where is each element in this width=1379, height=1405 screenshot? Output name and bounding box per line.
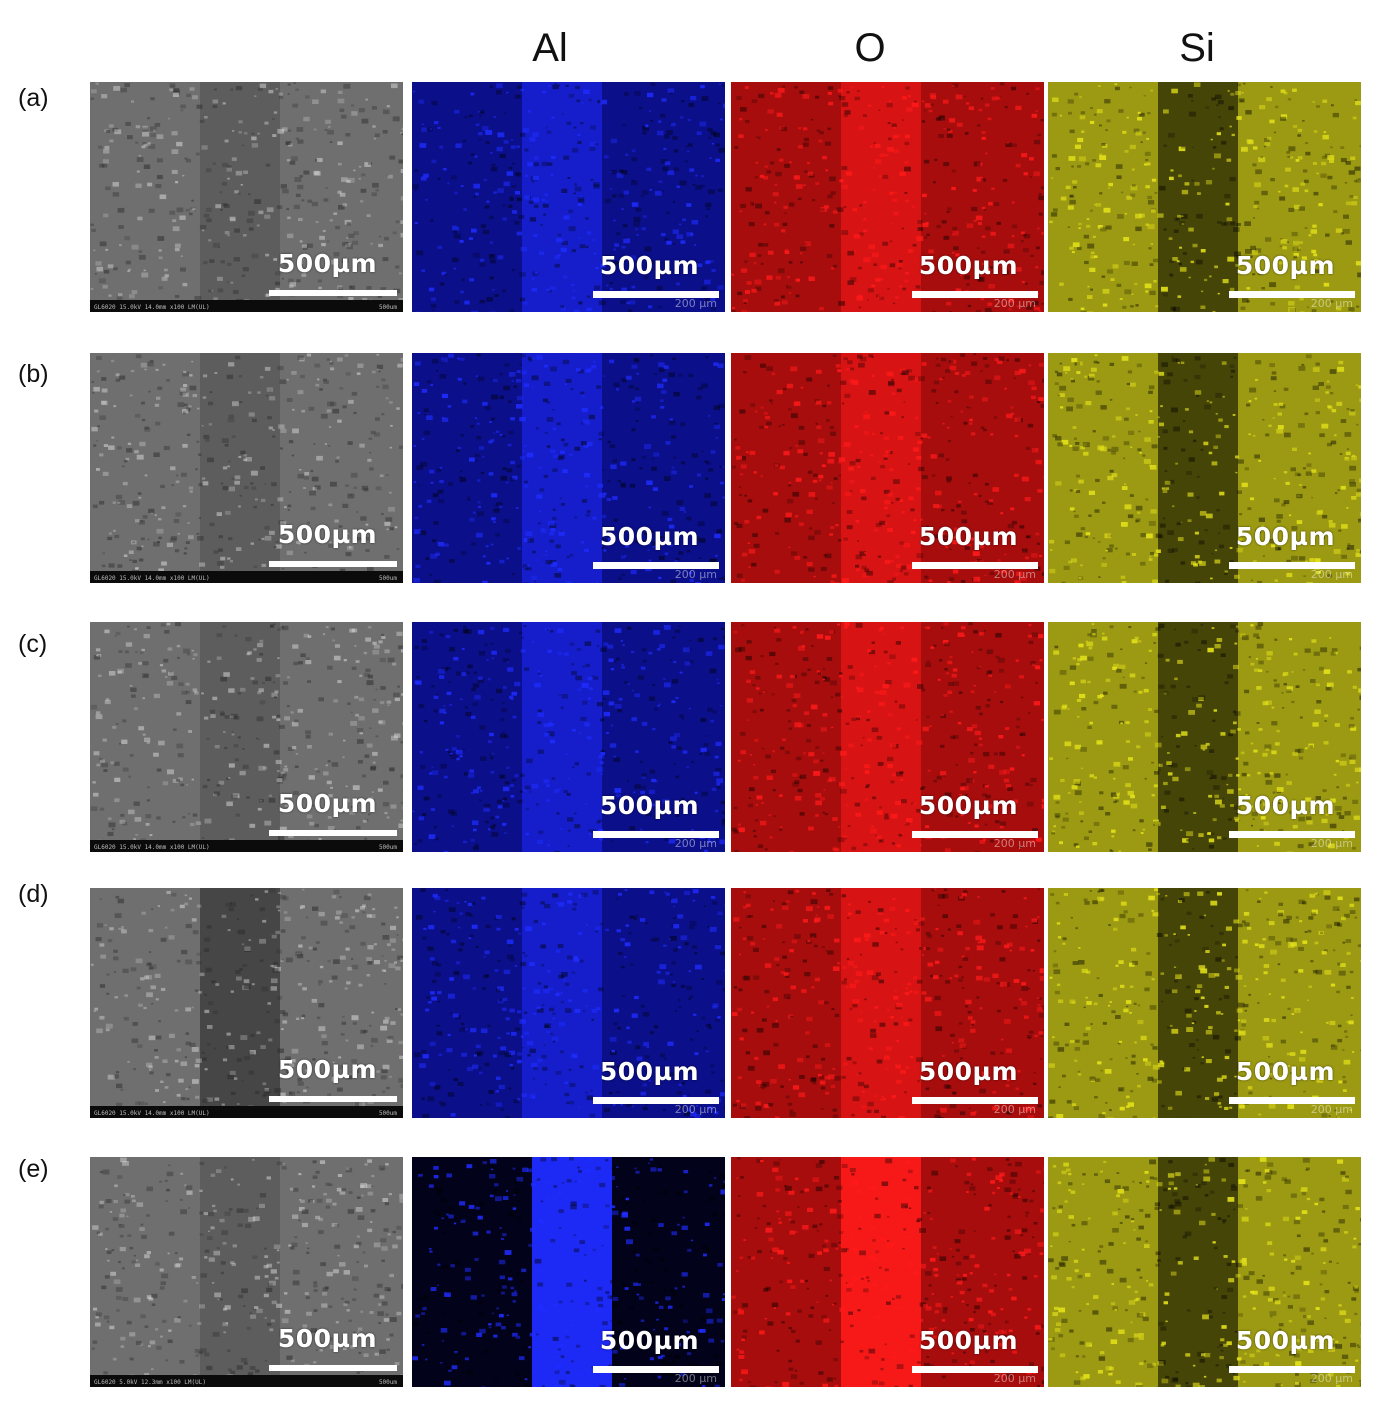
scale-bar bbox=[912, 1366, 1038, 1373]
original-scale-label: 200 µm bbox=[674, 568, 717, 581]
column-header-si: Si bbox=[1179, 26, 1215, 70]
sem-info-scale: 500um bbox=[378, 844, 397, 851]
scale-bar-label: 500µm bbox=[1235, 1057, 1335, 1086]
scale-bar bbox=[1229, 562, 1355, 569]
sem-info-text: GL6020 5.0kV 12.3mm x100 LM(UL) bbox=[94, 1379, 206, 1386]
scale-bar bbox=[1229, 831, 1355, 838]
original-scale-label: 200 µm bbox=[1310, 837, 1353, 850]
original-scale-label: 200 µm bbox=[1310, 568, 1353, 581]
scale-bar-label: 500µm bbox=[599, 1326, 699, 1355]
sem-info-scale: 500um bbox=[378, 575, 397, 582]
scale-bar-label: 500µm bbox=[599, 522, 699, 551]
scale-bar bbox=[269, 1096, 397, 1102]
row-label: (d) bbox=[18, 880, 49, 908]
scale-bar-label: 500µm bbox=[277, 789, 377, 818]
scale-bar-label: 500µm bbox=[918, 522, 1018, 551]
sem-image: 500µm GL6020 5.0kV 12.3mm x100 LM(UL) 500u… bbox=[90, 1157, 403, 1387]
scale-bar bbox=[912, 562, 1038, 569]
o-map-image: 500µm 200 µm bbox=[731, 353, 1044, 583]
al-map-image: 500µm 200 µm bbox=[412, 888, 725, 1118]
sem-image: 500µm GL6020 15.0kV 14.0mm x100 LM(UL) 500… bbox=[90, 888, 403, 1118]
original-scale-label: 200 µm bbox=[993, 1103, 1036, 1116]
sem-info-strip: GL6020 5.0kV 12.3mm x100 LM(UL) 500um bbox=[90, 1375, 403, 1387]
sem-info-scale: 500um bbox=[378, 1379, 397, 1386]
sem-image: 500µm GL6020 15.0kV 14.0mm x100 LM(UL) 500… bbox=[90, 82, 403, 312]
scale-bar-label: 500µm bbox=[918, 251, 1018, 280]
row-label: (b) bbox=[18, 360, 49, 388]
column-header-al: Al bbox=[532, 26, 568, 70]
sem-info-strip: GL6020 15.0kV 14.0mm x100 LM(UL) 500um bbox=[90, 1106, 403, 1118]
sem-info-strip: GL6020 15.0kV 14.0mm x100 LM(UL) 500um bbox=[90, 300, 403, 312]
scale-bar-label: 500µm bbox=[918, 791, 1018, 820]
original-scale-label: 200 µm bbox=[1310, 1372, 1353, 1385]
sem-info-text: GL6020 15.0kV 14.0mm x100 LM(UL) bbox=[94, 844, 210, 851]
scale-bar bbox=[593, 562, 719, 569]
scale-bar-label: 500µm bbox=[1235, 251, 1335, 280]
original-scale-label: 200 µm bbox=[674, 297, 717, 310]
scale-bar bbox=[1229, 291, 1355, 298]
row-label: (a) bbox=[18, 84, 49, 112]
scale-bar-label: 500µm bbox=[599, 791, 699, 820]
sem-info-scale: 500um bbox=[378, 1110, 397, 1117]
o-map-image: 500µm 200 µm bbox=[731, 82, 1044, 312]
scale-bar bbox=[269, 561, 397, 567]
row-label: (e) bbox=[18, 1155, 49, 1183]
sem-image: 500µm GL6020 15.0kV 14.0mm x100 LM(UL) 500… bbox=[90, 353, 403, 583]
scale-bar bbox=[269, 290, 397, 296]
scale-bar-label: 500µm bbox=[277, 1324, 377, 1353]
al-map-image: 500µm 200 µm bbox=[412, 82, 725, 312]
sem-info-scale: 500um bbox=[378, 304, 397, 311]
sem-info-text: GL6020 15.0kV 14.0mm x100 LM(UL) bbox=[94, 304, 210, 311]
original-scale-label: 200 µm bbox=[1310, 297, 1353, 310]
al-map-image: 500µm 200 µm bbox=[412, 622, 725, 852]
scale-bar bbox=[593, 1097, 719, 1104]
scale-bar-label: 500µm bbox=[277, 520, 377, 549]
sem-info-text: GL6020 15.0kV 14.0mm x100 LM(UL) bbox=[94, 575, 210, 582]
original-scale-label: 200 µm bbox=[993, 568, 1036, 581]
o-map-image: 500µm 200 µm bbox=[731, 888, 1044, 1118]
scale-bar-label: 500µm bbox=[1235, 522, 1335, 551]
scale-bar bbox=[269, 830, 397, 836]
o-map-image: 500µm 200 µm bbox=[731, 1157, 1044, 1387]
scale-bar bbox=[593, 291, 719, 298]
sem-info-strip: GL6020 15.0kV 14.0mm x100 LM(UL) 500um bbox=[90, 571, 403, 583]
scale-bar bbox=[912, 1097, 1038, 1104]
original-scale-label: 200 µm bbox=[993, 297, 1036, 310]
sem-info-strip: GL6020 15.0kV 14.0mm x100 LM(UL) 500um bbox=[90, 840, 403, 852]
scale-bar-label: 500µm bbox=[277, 1055, 377, 1084]
row-label: (c) bbox=[18, 630, 48, 658]
scale-bar bbox=[593, 1366, 719, 1373]
sem-info-text: GL6020 15.0kV 14.0mm x100 LM(UL) bbox=[94, 1110, 210, 1117]
al-map-image: 500µm 200 µm bbox=[412, 353, 725, 583]
original-scale-label: 200 µm bbox=[674, 1372, 717, 1385]
scale-bar bbox=[912, 291, 1038, 298]
original-scale-label: 200 µm bbox=[674, 837, 717, 850]
original-scale-label: 200 µm bbox=[993, 1372, 1036, 1385]
column-header-o: O bbox=[854, 26, 886, 70]
si-map-image: 500µm 200 µm bbox=[1048, 1157, 1361, 1387]
original-scale-label: 200 µm bbox=[674, 1103, 717, 1116]
scale-bar-label: 500µm bbox=[1235, 1326, 1335, 1355]
original-scale-label: 200 µm bbox=[993, 837, 1036, 850]
scale-bar bbox=[912, 831, 1038, 838]
o-map-image: 500µm 200 µm bbox=[731, 622, 1044, 852]
scale-bar bbox=[1229, 1366, 1355, 1373]
scale-bar bbox=[269, 1365, 397, 1371]
scale-bar-label: 500µm bbox=[918, 1326, 1018, 1355]
scale-bar-label: 500µm bbox=[599, 251, 699, 280]
scale-bar-label: 500µm bbox=[1235, 791, 1335, 820]
scale-bar-label: 500µm bbox=[599, 1057, 699, 1086]
si-map-image: 500µm 200 µm bbox=[1048, 888, 1361, 1118]
al-map-image: 500µm 200 µm bbox=[412, 1157, 725, 1387]
scale-bar-label: 500µm bbox=[277, 249, 377, 278]
original-scale-label: 200 µm bbox=[1310, 1103, 1353, 1116]
si-map-image: 500µm 200 µm bbox=[1048, 82, 1361, 312]
si-map-image: 500µm 200 µm bbox=[1048, 353, 1361, 583]
sem-image: 500µm GL6020 15.0kV 14.0mm x100 LM(UL) 500… bbox=[90, 622, 403, 852]
scale-bar bbox=[1229, 1097, 1355, 1104]
scale-bar bbox=[593, 831, 719, 838]
scale-bar-label: 500µm bbox=[918, 1057, 1018, 1086]
si-map-image: 500µm 200 µm bbox=[1048, 622, 1361, 852]
